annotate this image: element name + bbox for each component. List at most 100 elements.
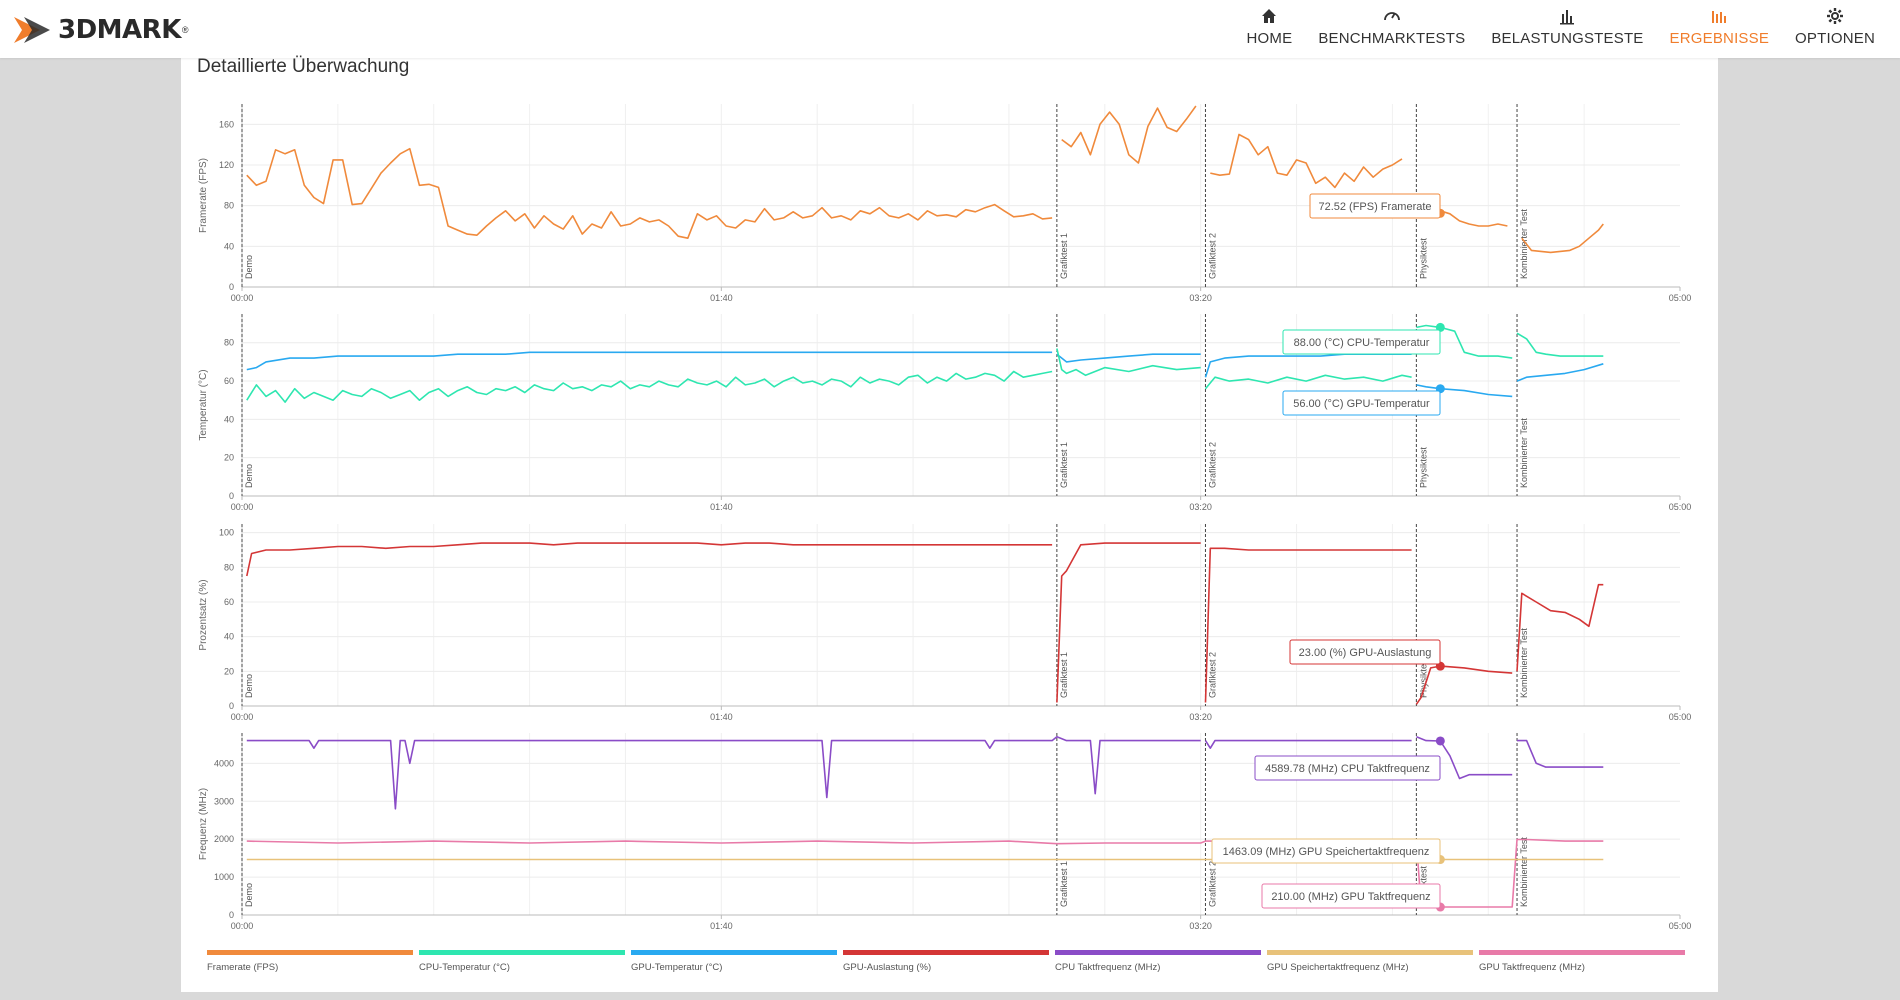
y-tick-label: 0 [229, 282, 234, 292]
nav-ergebnisse[interactable]: ERGEBNISSE [1657, 6, 1783, 54]
series-line-cpu_clock [1416, 736, 1513, 780]
test-marker-label: Physiktest [1418, 237, 1428, 279]
test-marker-label: Demo [244, 464, 254, 488]
x-tick-label: 00:00 [231, 293, 254, 303]
y-tick-label: 60 [224, 376, 234, 386]
legend-label-gpu_load: GPU-Auslastung (%) [843, 962, 931, 973]
x-tick-label: 03:20 [1189, 293, 1212, 303]
nav-benchmarktests-label: BENCHMARKTESTS [1318, 30, 1466, 47]
series-line-cpu_temp [1516, 332, 1604, 357]
test-marker-label: Grafiktest 1 [1059, 861, 1069, 907]
nav-benchmarktests[interactable]: BENCHMARKTESTS [1305, 6, 1478, 54]
test-marker-label: Grafiktest 1 [1059, 233, 1069, 279]
test-marker-label: Grafiktest 2 [1207, 652, 1217, 698]
test-marker-label: Demo [244, 883, 254, 907]
series-line-cpu_clock [1517, 739, 1604, 768]
test-marker-label: Kombinierter Test [1519, 628, 1529, 698]
home-icon [1262, 9, 1277, 23]
series-line-framerate [246, 147, 1053, 239]
series-line-gpu_temp [1516, 363, 1604, 382]
legend-swatch-gpu_temp[interactable] [631, 950, 837, 955]
series-line-gpu_temp [246, 351, 1053, 371]
series-line-cpu_clock [246, 735, 1201, 810]
y-tick-label: 40 [224, 414, 234, 424]
x-tick-label: 00:00 [231, 712, 254, 722]
x-tick-label: 05:00 [1669, 293, 1692, 303]
gear-icon [1827, 8, 1844, 24]
legend-swatch-cpu_clock[interactable] [1055, 950, 1261, 955]
y-tick-label: 3000 [214, 796, 234, 806]
y-tick-label: 80 [224, 201, 234, 211]
x-tick-label: 03:20 [1189, 712, 1212, 722]
tooltip-box-cpu_clock [1254, 755, 1441, 781]
test-marker-label: Kombinierter Test [1519, 418, 1529, 488]
test-marker-label: Kombinierter Test [1519, 209, 1529, 279]
y-tick-label: 1000 [214, 872, 234, 882]
legend-label-gpu_mem_clock: GPU Speichertaktfrequenz (MHz) [1267, 962, 1409, 973]
series-line-cpu_clock [1204, 739, 1412, 750]
legend-swatch-cpu_temp[interactable] [419, 950, 625, 955]
tooltip-box-cpu_temp [1282, 329, 1441, 355]
y-tick-label: 4000 [214, 758, 234, 768]
logo-icon [14, 17, 50, 43]
legend-swatch-gpu_mem_clock[interactable] [1267, 950, 1473, 955]
y-tick-label: 80 [224, 338, 234, 348]
results-icon [1712, 11, 1727, 23]
tooltip-text-gpu_temp: 56.00 (°C) GPU-Temperatur [1293, 398, 1430, 410]
y-tick-label: 0 [229, 491, 234, 501]
test-marker-label: Grafiktest 2 [1207, 233, 1217, 279]
series-line-cpu_temp [246, 370, 1053, 403]
y-tick-label: 100 [219, 528, 234, 538]
y-tick-label: 2000 [214, 834, 234, 844]
main-nav: HOME BENCHMARKTESTS BELASTUNGSTESTE ERGE… [1234, 6, 1889, 54]
tooltip-box-gpu_clock [1261, 883, 1441, 909]
y-tick-label: 40 [224, 241, 234, 251]
legend-label-cpu_clock: CPU Taktfrequenz (MHz) [1055, 962, 1160, 973]
panel-title: Detaillierte Überwachung [197, 56, 410, 77]
legend-label-cpu_temp: CPU-Temperatur (°C) [419, 962, 510, 973]
app-logo[interactable]: 3DMARK ® [14, 12, 188, 48]
y-axis-label: Frequenz (MHz) [198, 788, 209, 860]
y-tick-label: 20 [224, 453, 234, 463]
tooltip-text-gpu_clock: 210.00 (MHz) GPU Taktfrequenz [1271, 891, 1430, 903]
legend-swatch-gpu_clock[interactable] [1479, 950, 1685, 955]
monitoring-panel [181, 58, 1718, 992]
y-axis-label: Framerate (FPS) [198, 158, 209, 233]
test-marker-label: Grafiktest 2 [1207, 861, 1217, 907]
series-line-gpu_temp [1204, 353, 1412, 378]
test-marker-label: Grafiktest 1 [1059, 652, 1069, 698]
legend-label-gpu_temp: GPU-Temperatur (°C) [631, 962, 722, 973]
nav-ergebnisse-label: ERGEBNISSE [1669, 30, 1770, 47]
tooltip-text-gpu_load: 23.00 (%) GPU-Auslastung [1299, 647, 1432, 659]
y-tick-label: 80 [224, 562, 234, 572]
logo-text: 3DMARK [58, 15, 181, 45]
series-line-gpu_load [1516, 583, 1604, 672]
nav-optionen-label: OPTIONEN [1795, 30, 1875, 47]
y-tick-label: 40 [224, 632, 234, 642]
x-tick-label: 01:40 [710, 921, 733, 931]
test-marker-label: Grafiktest 2 [1207, 442, 1217, 488]
series-line-gpu_temp [1416, 384, 1513, 398]
nav-home[interactable]: HOME [1234, 6, 1306, 54]
x-tick-label: 03:20 [1189, 921, 1212, 931]
nav-belastungsteste[interactable]: BELASTUNGSTESTE [1478, 6, 1656, 54]
test-marker-label: Kombinierter Test [1519, 837, 1529, 907]
x-tick-label: 03:20 [1189, 502, 1212, 512]
nav-optionen[interactable]: OPTIONEN [1782, 6, 1888, 54]
series-line-cpu_temp [1204, 374, 1412, 390]
series-line-framerate [1061, 105, 1197, 164]
test-marker-label: Grafiktest 1 [1059, 442, 1069, 488]
y-tick-label: 120 [219, 160, 234, 170]
series-line-gpu_clock [246, 838, 1604, 908]
y-axis-label: Prozentsatz (%) [198, 579, 209, 650]
y-tick-label: 20 [224, 666, 234, 676]
legend-swatch-framerate[interactable] [207, 950, 413, 955]
y-tick-label: 160 [219, 119, 234, 129]
legend-label-framerate: Framerate (FPS) [207, 962, 278, 973]
tooltip-text-framerate: 72.52 (FPS) Framerate [1318, 201, 1431, 213]
legend-swatch-gpu_load[interactable] [843, 950, 1049, 955]
x-tick-label: 01:40 [710, 712, 733, 722]
x-tick-label: 00:00 [231, 502, 254, 512]
tooltip-box-gpu_load [1289, 639, 1441, 665]
